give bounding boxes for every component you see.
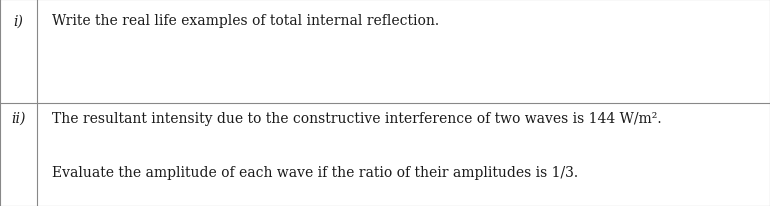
Text: Evaluate the amplitude of each wave if the ratio of their amplitudes is 1/3.: Evaluate the amplitude of each wave if t…: [52, 165, 578, 179]
Text: ii): ii): [12, 111, 25, 125]
Text: Write the real life examples of total internal reflection.: Write the real life examples of total in…: [52, 14, 440, 28]
Text: The resultant intensity due to the constructive interference of two waves is 144: The resultant intensity due to the const…: [52, 111, 662, 125]
Text: i): i): [14, 14, 23, 28]
